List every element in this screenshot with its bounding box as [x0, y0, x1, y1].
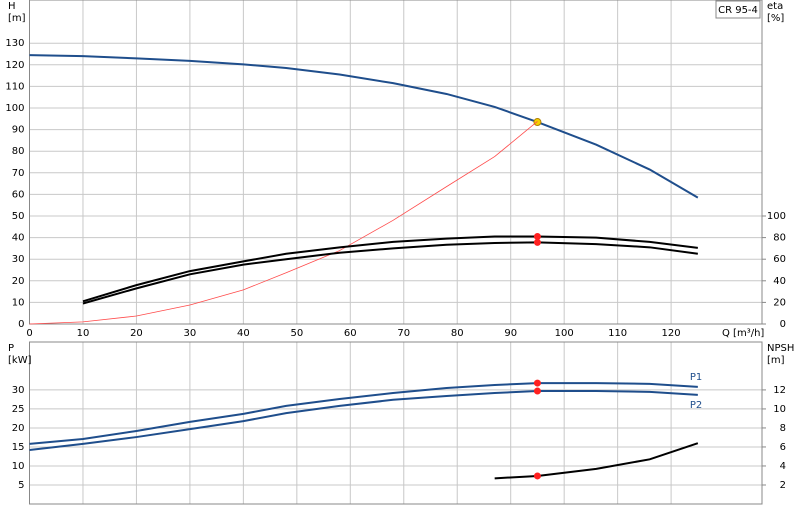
y-tick-label: 130	[5, 38, 24, 49]
y-tick-label: 20	[12, 423, 25, 434]
y-tick-label: 50	[12, 211, 25, 222]
duty-point	[533, 387, 541, 395]
y2-axis-label: [m]	[767, 355, 785, 366]
duty-point	[533, 472, 541, 480]
y-tick-label: 5	[18, 480, 24, 491]
y2-tick-label: 20	[773, 297, 786, 308]
y-tick-label: 40	[12, 233, 25, 244]
y-tick-label: 120	[5, 60, 24, 71]
y-tick-label: 70	[12, 168, 25, 179]
x-axis-label: Q [m³/h]	[722, 328, 764, 339]
y-axis-label: H	[8, 1, 16, 12]
y2-axis-label: eta	[767, 1, 783, 12]
curve	[494, 442, 699, 480]
duty-point	[533, 233, 541, 241]
x-tick-label: 60	[344, 328, 357, 339]
curve	[29, 121, 538, 325]
y2-axis-label: NPSH	[767, 343, 794, 354]
y-tick-label: 0	[18, 319, 24, 330]
y-tick-label: 15	[12, 442, 25, 453]
curve	[29, 382, 698, 445]
x-tick-label: 0	[26, 328, 32, 339]
curve	[82, 241, 698, 305]
x-tick-label: 90	[504, 328, 517, 339]
y2-tick-label: 80	[773, 233, 786, 244]
plot-area	[29, 0, 762, 324]
curve-label: P2	[690, 400, 702, 411]
y-tick-label: 80	[12, 146, 25, 157]
curve	[82, 235, 698, 303]
frame	[29, 341, 763, 505]
y-tick-label: 30	[12, 385, 25, 396]
y-tick-label: 100	[5, 103, 24, 114]
y-axis-label: [kW]	[8, 355, 32, 366]
y2-tick-label: 0	[780, 319, 786, 330]
y2-tick-label: 2	[780, 480, 786, 491]
duty-point	[533, 238, 541, 246]
y-tick-label: 30	[12, 254, 25, 265]
x-tick-label: 80	[451, 328, 464, 339]
y-axis-label: [m]	[8, 13, 26, 24]
y2-tick-label: 4	[780, 461, 786, 472]
x-tick-label: 10	[77, 328, 90, 339]
y-tick-label: 10	[12, 461, 25, 472]
y-tick-label: 110	[5, 81, 24, 92]
y2-tick-label: 6	[780, 442, 786, 453]
y-axis-label: P	[8, 343, 14, 354]
y2-axis-label: [%]	[767, 13, 784, 24]
y2-tick-label: 40	[773, 276, 786, 287]
y-tick-label: 90	[12, 125, 25, 136]
x-tick-label: 100	[555, 328, 574, 339]
curve	[29, 390, 698, 451]
y-tick-label: 25	[12, 404, 25, 415]
duty-point	[533, 118, 542, 127]
y-tick-label: 60	[12, 189, 25, 200]
x-tick-label: 70	[397, 328, 410, 339]
curve-label: P1	[690, 372, 702, 383]
x-tick-label: 40	[237, 328, 250, 339]
frame	[29, 0, 763, 325]
y-tick-label: 10	[12, 297, 25, 308]
curve	[29, 54, 699, 199]
y2-tick-label: 60	[773, 254, 786, 265]
plot-area	[29, 342, 762, 504]
x-tick-label: 120	[662, 328, 681, 339]
chart-title: CR 95-4	[718, 5, 758, 16]
x-tick-label: 30	[184, 328, 197, 339]
x-tick-label: 20	[130, 328, 143, 339]
x-tick-label: 50	[290, 328, 303, 339]
y-tick-label: 20	[12, 276, 25, 287]
y2-tick-label: 100	[767, 211, 786, 222]
y2-tick-label: 12	[773, 385, 786, 396]
y2-tick-label: 8	[780, 423, 786, 434]
duty-point	[533, 379, 541, 387]
x-tick-label: 110	[608, 328, 627, 339]
title-box	[715, 0, 761, 19]
y2-tick-label: 10	[773, 404, 786, 415]
